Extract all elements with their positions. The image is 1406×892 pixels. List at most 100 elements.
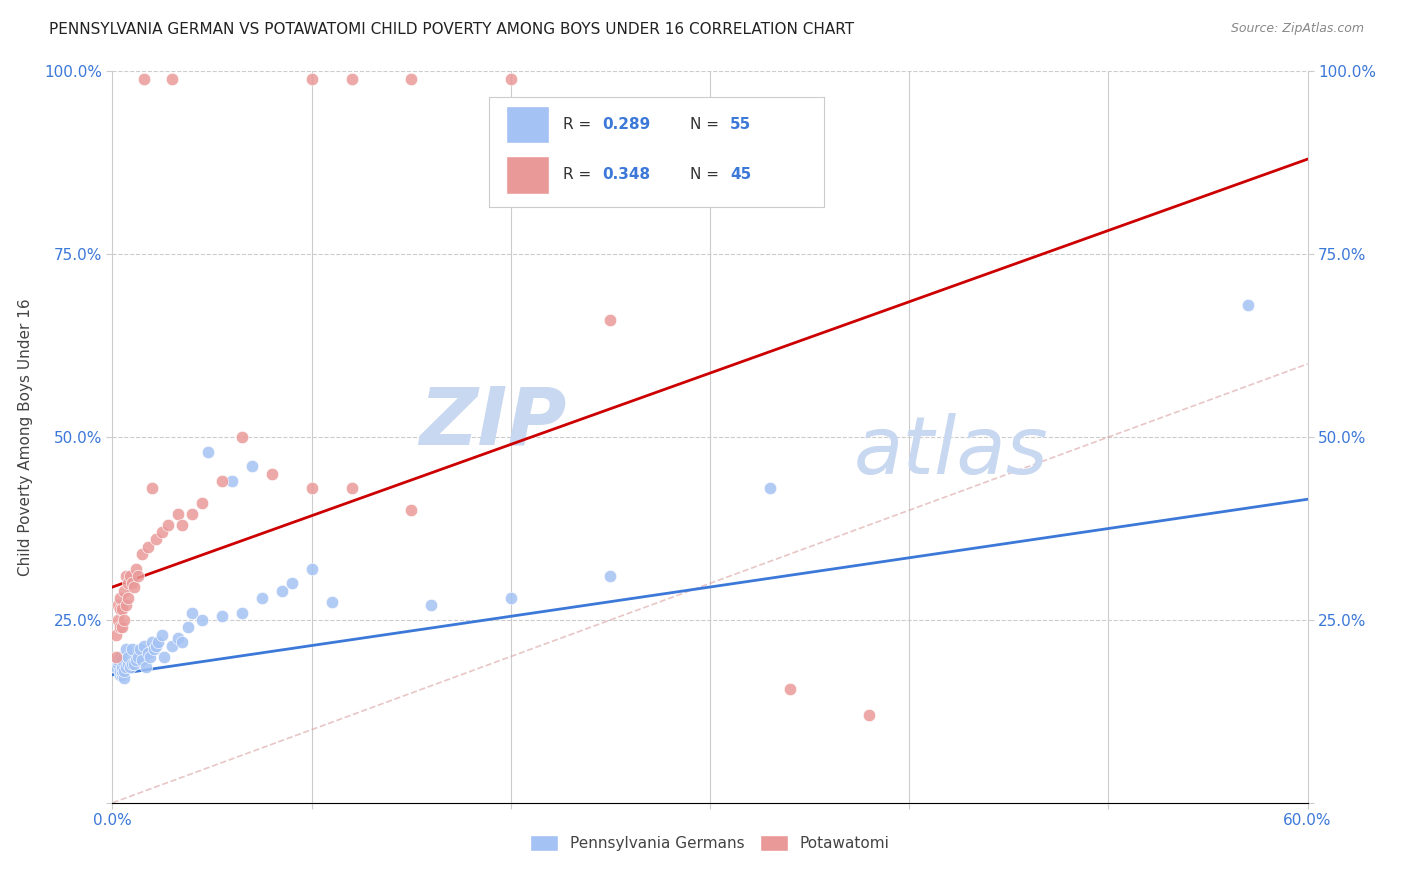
Point bbox=[111, 660, 134, 674]
Point bbox=[858, 708, 880, 723]
Point bbox=[420, 599, 443, 613]
Point bbox=[145, 533, 167, 547]
Point bbox=[153, 649, 176, 664]
Point bbox=[499, 71, 522, 86]
Point bbox=[221, 474, 243, 488]
Point bbox=[110, 602, 132, 616]
Point bbox=[120, 660, 142, 674]
Point bbox=[779, 682, 801, 697]
Point bbox=[260, 467, 283, 481]
Legend: Pennsylvania Germans, Potawatomi: Pennsylvania Germans, Potawatomi bbox=[524, 830, 896, 857]
Point bbox=[138, 540, 160, 554]
Point bbox=[162, 639, 183, 653]
Point bbox=[117, 649, 139, 664]
Point bbox=[181, 507, 204, 521]
Point bbox=[121, 657, 143, 671]
Point bbox=[134, 639, 156, 653]
Point bbox=[167, 507, 190, 521]
Text: ZIP: ZIP bbox=[419, 384, 567, 461]
Y-axis label: Child Poverty Among Boys Under 16: Child Poverty Among Boys Under 16 bbox=[18, 298, 32, 576]
Point bbox=[281, 576, 304, 591]
Point bbox=[107, 657, 129, 671]
Point bbox=[127, 649, 149, 664]
Point bbox=[301, 562, 323, 576]
Point bbox=[301, 71, 323, 86]
Point bbox=[110, 649, 132, 664]
Point bbox=[107, 599, 129, 613]
Point bbox=[143, 642, 166, 657]
Point bbox=[141, 481, 163, 495]
Point bbox=[115, 642, 138, 657]
Point bbox=[111, 653, 134, 667]
Point bbox=[191, 613, 214, 627]
Point bbox=[115, 599, 138, 613]
Point bbox=[117, 591, 139, 605]
Point bbox=[125, 653, 148, 667]
Point bbox=[114, 672, 135, 686]
Point bbox=[121, 642, 143, 657]
Point bbox=[110, 620, 132, 634]
Point bbox=[240, 459, 263, 474]
Point bbox=[114, 583, 135, 598]
Point bbox=[105, 649, 128, 664]
Point bbox=[115, 660, 138, 674]
Text: PENNSYLVANIA GERMAN VS POTAWATOMI CHILD POVERTY AMONG BOYS UNDER 16 CORRELATION : PENNSYLVANIA GERMAN VS POTAWATOMI CHILD … bbox=[49, 22, 855, 37]
Point bbox=[107, 653, 129, 667]
Point bbox=[145, 639, 167, 653]
Point bbox=[121, 576, 143, 591]
Point bbox=[139, 649, 162, 664]
Point bbox=[401, 71, 423, 86]
Point bbox=[131, 653, 153, 667]
Point bbox=[181, 606, 204, 620]
Point bbox=[321, 594, 343, 608]
Point bbox=[599, 313, 621, 327]
Point bbox=[148, 635, 170, 649]
Point bbox=[340, 71, 363, 86]
Point bbox=[105, 627, 128, 641]
Point bbox=[129, 642, 152, 657]
Point bbox=[114, 613, 135, 627]
Point bbox=[111, 667, 134, 681]
Point bbox=[301, 481, 323, 495]
Point bbox=[162, 71, 183, 86]
Point bbox=[110, 667, 132, 681]
Point bbox=[157, 517, 180, 532]
Point bbox=[759, 481, 782, 495]
Point bbox=[114, 664, 135, 678]
Point bbox=[599, 569, 621, 583]
Point bbox=[1237, 298, 1260, 312]
Point bbox=[172, 517, 194, 532]
Point bbox=[172, 635, 194, 649]
Text: atlas: atlas bbox=[853, 413, 1049, 491]
Point bbox=[250, 591, 273, 605]
Point bbox=[141, 635, 163, 649]
Point bbox=[197, 444, 219, 458]
Point bbox=[167, 632, 190, 646]
Point bbox=[111, 620, 134, 634]
Point bbox=[117, 657, 139, 671]
Point bbox=[270, 583, 292, 598]
Point bbox=[231, 430, 253, 444]
Point bbox=[131, 547, 153, 561]
Point bbox=[138, 646, 160, 660]
Point bbox=[111, 664, 134, 678]
Point bbox=[125, 562, 148, 576]
Point bbox=[105, 660, 128, 674]
Point bbox=[150, 627, 173, 641]
Point bbox=[211, 609, 233, 624]
Point bbox=[110, 591, 132, 605]
Point bbox=[115, 569, 138, 583]
Point bbox=[107, 613, 129, 627]
Point bbox=[127, 569, 149, 583]
Point bbox=[231, 606, 253, 620]
Point bbox=[211, 474, 233, 488]
Point bbox=[124, 580, 146, 594]
Point bbox=[135, 660, 157, 674]
Text: Source: ZipAtlas.com: Source: ZipAtlas.com bbox=[1230, 22, 1364, 36]
Point bbox=[120, 569, 142, 583]
Point bbox=[340, 481, 363, 495]
Point bbox=[134, 71, 156, 86]
Point bbox=[150, 525, 173, 540]
Point bbox=[110, 664, 132, 678]
Point bbox=[499, 591, 522, 605]
